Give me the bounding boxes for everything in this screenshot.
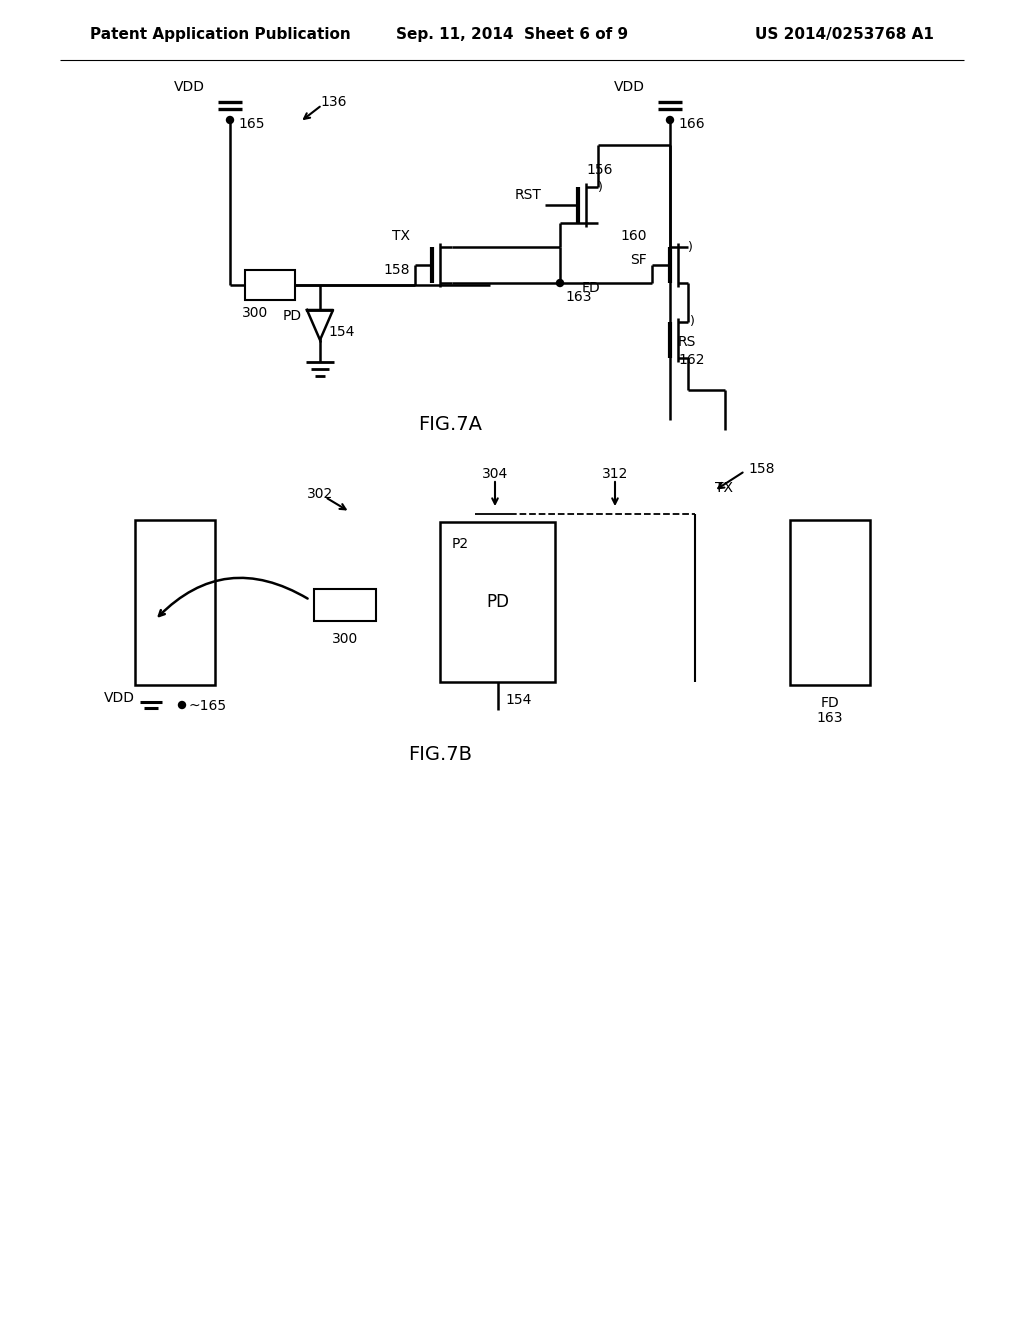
Text: PD: PD bbox=[486, 593, 509, 611]
Text: 166: 166 bbox=[678, 117, 705, 131]
Text: 312: 312 bbox=[602, 467, 628, 480]
Text: US 2014/0253768 A1: US 2014/0253768 A1 bbox=[755, 28, 934, 42]
Text: 300: 300 bbox=[332, 632, 358, 645]
Circle shape bbox=[178, 701, 185, 709]
Text: 304: 304 bbox=[482, 467, 508, 480]
Bar bbox=[135, 520, 215, 685]
Text: VDD: VDD bbox=[174, 81, 205, 94]
Text: PD: PD bbox=[283, 309, 302, 323]
Text: FIG.7A: FIG.7A bbox=[418, 416, 482, 434]
Text: FD: FD bbox=[820, 696, 840, 710]
Text: 165: 165 bbox=[238, 117, 264, 131]
Text: 163: 163 bbox=[817, 711, 843, 725]
Text: FIG.7B: FIG.7B bbox=[408, 746, 472, 764]
Text: 160: 160 bbox=[621, 228, 647, 243]
Text: ): ) bbox=[690, 315, 695, 329]
Circle shape bbox=[556, 280, 563, 286]
Text: 154: 154 bbox=[328, 325, 354, 339]
Text: SF: SF bbox=[630, 253, 647, 267]
Text: N-NODE: N-NODE bbox=[249, 280, 291, 290]
Text: TX: TX bbox=[715, 480, 733, 495]
Text: 162: 162 bbox=[678, 352, 705, 367]
Text: VDD: VDD bbox=[614, 81, 645, 94]
Bar bbox=[314, 589, 376, 620]
Text: VDD: VDD bbox=[104, 690, 135, 705]
Text: 163: 163 bbox=[565, 290, 592, 304]
Text: 302: 302 bbox=[307, 487, 333, 502]
Bar bbox=[790, 520, 870, 685]
Text: Sep. 11, 2014  Sheet 6 of 9: Sep. 11, 2014 Sheet 6 of 9 bbox=[396, 28, 628, 42]
Text: 158: 158 bbox=[748, 462, 774, 477]
Text: RST: RST bbox=[515, 187, 542, 202]
Text: 136: 136 bbox=[319, 95, 346, 110]
Text: Patent Application Publication: Patent Application Publication bbox=[90, 28, 351, 42]
Text: 300: 300 bbox=[242, 306, 268, 319]
Circle shape bbox=[226, 116, 233, 124]
Text: 158: 158 bbox=[384, 263, 410, 277]
Text: TX: TX bbox=[392, 228, 410, 243]
Circle shape bbox=[667, 116, 674, 124]
Text: 154: 154 bbox=[506, 693, 531, 708]
Text: RS: RS bbox=[678, 335, 696, 348]
Text: 156: 156 bbox=[586, 162, 612, 177]
Text: FD: FD bbox=[582, 281, 601, 294]
Bar bbox=[440, 521, 555, 682]
Text: N-NODE: N-NODE bbox=[323, 601, 368, 610]
Text: ): ) bbox=[688, 240, 693, 253]
Text: P2: P2 bbox=[452, 537, 469, 550]
Text: ): ) bbox=[598, 181, 603, 194]
Text: ~165: ~165 bbox=[188, 700, 226, 713]
Bar bbox=[245, 271, 295, 300]
